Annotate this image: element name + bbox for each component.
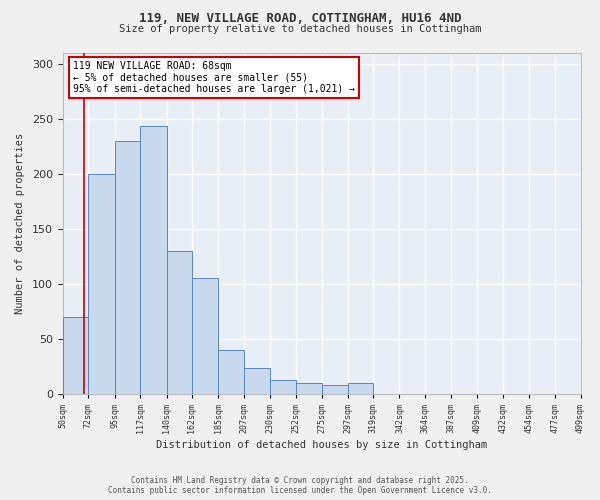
Bar — [192, 278, 218, 394]
Bar — [218, 350, 244, 394]
Text: Contains HM Land Registry data © Crown copyright and database right 2025.
Contai: Contains HM Land Registry data © Crown c… — [108, 476, 492, 495]
Bar — [322, 385, 347, 394]
Text: 119 NEW VILLAGE ROAD: 68sqm
← 5% of detached houses are smaller (55)
95% of semi: 119 NEW VILLAGE ROAD: 68sqm ← 5% of deta… — [73, 61, 355, 94]
Bar — [88, 174, 115, 394]
Bar — [244, 368, 271, 394]
Bar — [140, 126, 167, 394]
Bar — [296, 383, 322, 394]
Bar — [115, 140, 140, 394]
Bar — [63, 317, 88, 394]
X-axis label: Distribution of detached houses by size in Cottingham: Distribution of detached houses by size … — [156, 440, 487, 450]
Bar — [347, 383, 373, 394]
Y-axis label: Number of detached properties: Number of detached properties — [15, 132, 25, 314]
Bar — [271, 380, 296, 394]
Text: Size of property relative to detached houses in Cottingham: Size of property relative to detached ho… — [119, 24, 481, 34]
Text: 119, NEW VILLAGE ROAD, COTTINGHAM, HU16 4ND: 119, NEW VILLAGE ROAD, COTTINGHAM, HU16 … — [139, 12, 461, 26]
Bar — [167, 251, 192, 394]
